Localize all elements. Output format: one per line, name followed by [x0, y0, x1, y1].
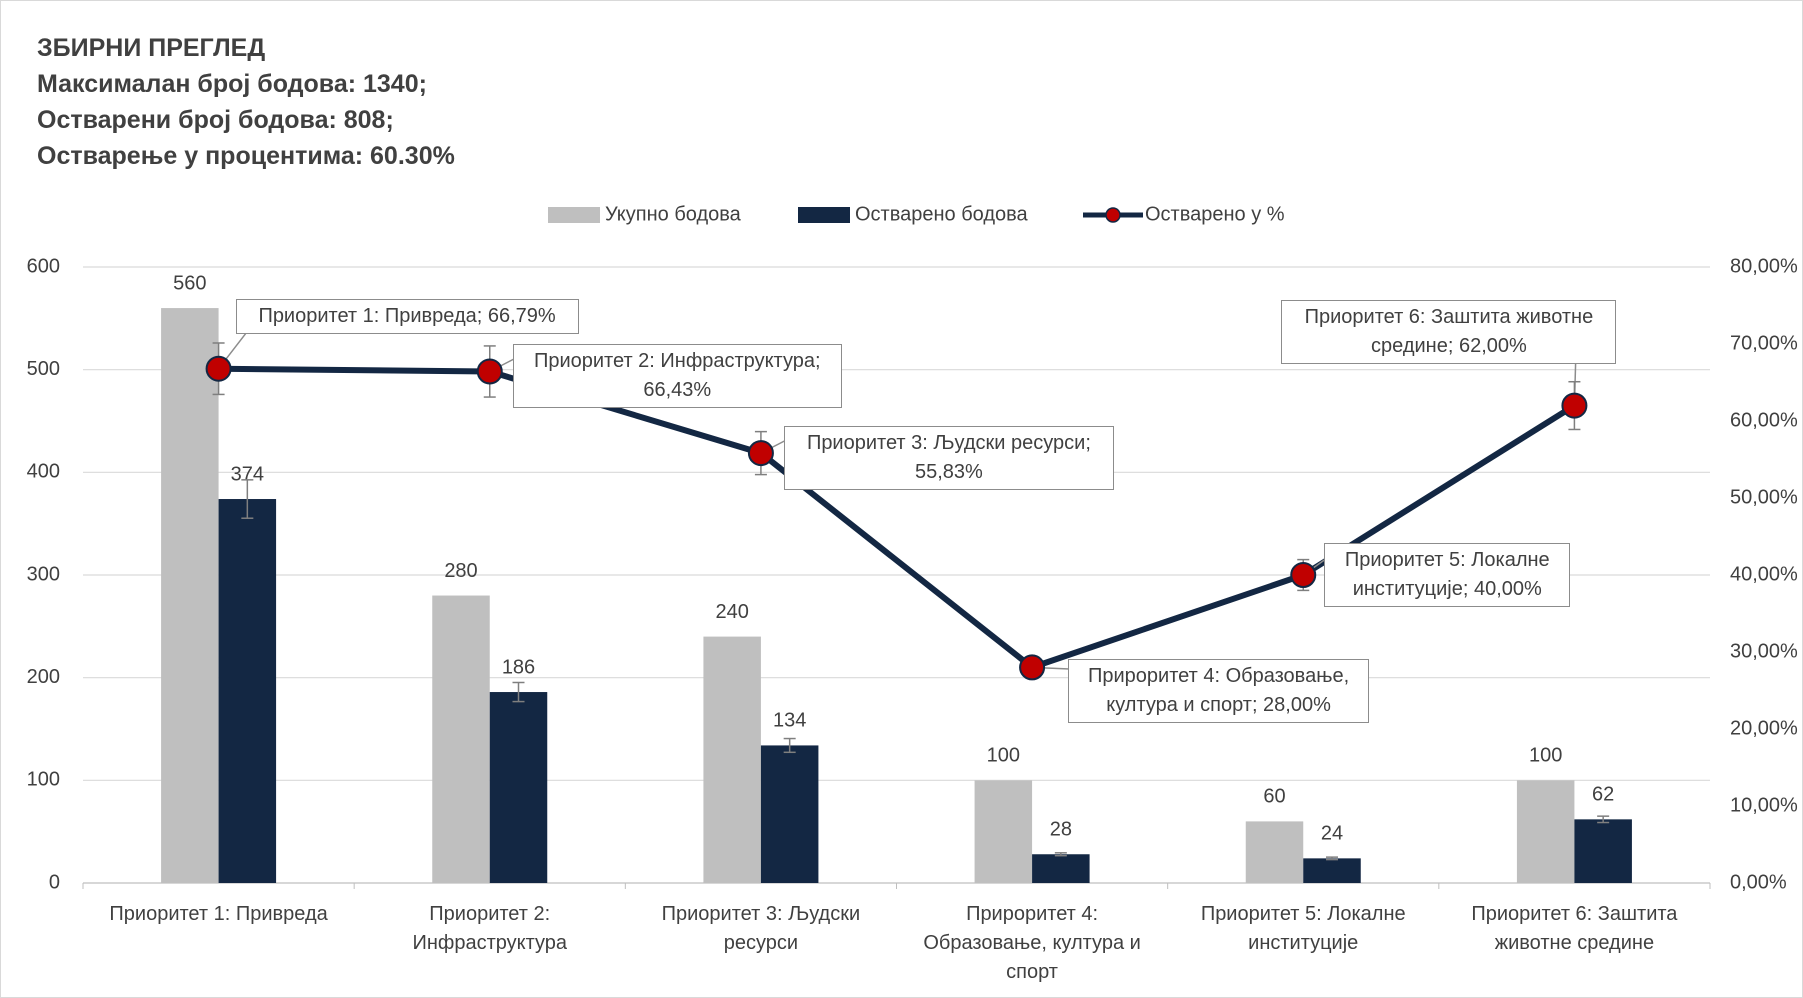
line-marker: [1561, 392, 1588, 419]
title-line: Остварење у процентима: 60.30%: [37, 142, 455, 170]
bar: [760, 745, 819, 883]
x-tick-label: Приоритет 1: Привреда: [109, 903, 328, 925]
bar: [161, 308, 219, 884]
data-label: 186: [502, 656, 535, 678]
y-tick-label: 300: [27, 563, 60, 585]
data-label: 100: [987, 745, 1020, 767]
data-label: 100: [1529, 745, 1562, 767]
y2-tick-label: 80,00%: [1730, 255, 1798, 277]
legend-swatch: [798, 207, 850, 223]
data-label: 374: [231, 463, 264, 485]
title-line: Остварени број бодова: 808;: [37, 106, 394, 134]
data-label: 24: [1321, 823, 1343, 845]
y2-tick-label: 10,00%: [1730, 794, 1798, 816]
y-tick-label: 400: [27, 461, 60, 483]
line: [218, 365, 1577, 671]
data-label: 134: [773, 710, 806, 732]
y2-tick-label: 40,00%: [1730, 563, 1798, 585]
data-label: Приоритет 3: Људски ресурси; 55,83%: [783, 426, 1114, 491]
bar: [1303, 858, 1361, 883]
data-label: 28: [1050, 819, 1072, 841]
bar: [703, 636, 761, 883]
data-label: Прироритет 4: Образовање, култура и спор…: [1068, 659, 1370, 724]
legend-swatch: [548, 207, 600, 223]
data-label: 240: [715, 601, 748, 623]
data-label: 280: [444, 560, 477, 582]
title-line: ЗБИРНИ ПРЕГЛЕД: [37, 34, 266, 62]
y-tick-label: 100: [27, 769, 60, 791]
legend-label: Остварено бодова: [855, 203, 1029, 225]
x-tick-label: Прироритет 4: Образовање, култура и спор…: [923, 903, 1141, 983]
data-label: 62: [1592, 784, 1614, 806]
x-tick-label: Приоритет 3: Људски ресурси: [661, 903, 861, 954]
bar: [1245, 821, 1304, 883]
data-label: Приоритет 5: Локалне институције; 40,00%: [1324, 543, 1571, 607]
data-label: Приоритет 2: Инфраструктура; 66,43%: [512, 344, 842, 409]
legend-label: Остварено у %: [1145, 203, 1285, 225]
y-tick-label: 500: [27, 358, 60, 380]
bar: [1032, 854, 1090, 883]
x-tick-label: Приоритет 5: Локалне институције: [1200, 903, 1406, 954]
bar: [489, 692, 548, 883]
y-tick-label: 200: [27, 666, 60, 688]
y2-tick-label: 50,00%: [1730, 486, 1798, 508]
y2-tick-label: 20,00%: [1730, 717, 1798, 739]
legend-marker: [1105, 207, 1121, 223]
title-line: Максималан број бодова: 1340;: [37, 70, 427, 98]
y2-tick-label: 0,00%: [1730, 871, 1787, 893]
x-tick-label: Приоритет 2: Инфраструктура: [412, 903, 568, 954]
data-label: 60: [1263, 786, 1285, 808]
data-label: Приоритет 6: Заштита животне средине; 62…: [1281, 299, 1617, 364]
x-tick-label: Приоритет 6: Заштита животне средине: [1471, 903, 1678, 954]
line-marker: [1019, 654, 1046, 681]
line-marker: [747, 440, 774, 467]
line-marker: [205, 355, 232, 382]
legend-label: Укупно бодова: [605, 203, 742, 225]
bar: [1516, 780, 1575, 883]
y2-tick-label: 30,00%: [1730, 640, 1798, 662]
y2-tick-label: 60,00%: [1730, 409, 1798, 431]
bar: [218, 499, 277, 883]
line-marker: [1290, 562, 1317, 588]
data-label: Приоритет 1: Привреда; 66,79%: [235, 298, 579, 334]
y-tick-label: 600: [27, 255, 60, 277]
bar: [1574, 819, 1632, 883]
y-tick-label: 0: [49, 871, 60, 893]
bar: [974, 780, 1033, 883]
y2-tick-label: 70,00%: [1730, 332, 1798, 354]
data-label: 560: [173, 272, 206, 294]
line-marker: [476, 358, 503, 385]
bar: [432, 595, 490, 883]
